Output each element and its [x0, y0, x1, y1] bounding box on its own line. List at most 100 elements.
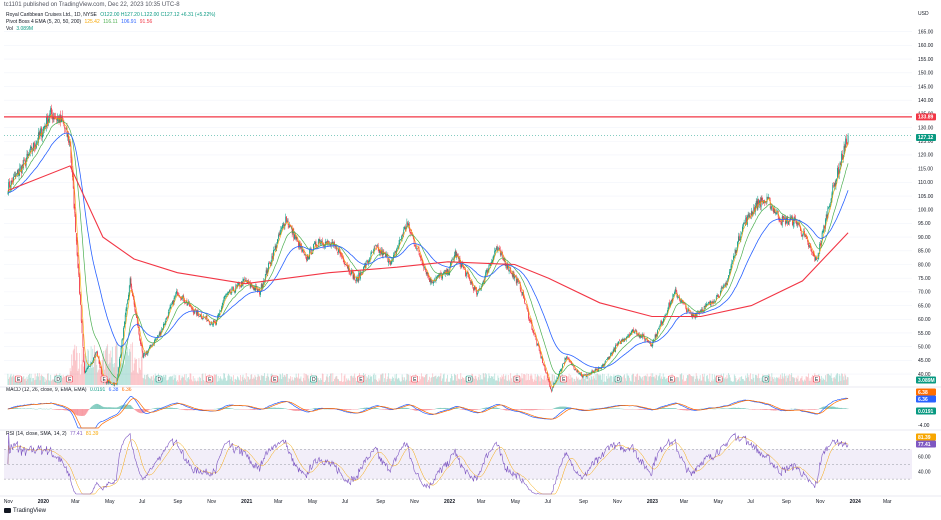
macd-histogram-bar [158, 407, 160, 409]
macd-histogram-bar [833, 406, 835, 409]
volume-bar [52, 379, 54, 385]
volume-bar [402, 377, 404, 385]
candle [814, 255, 816, 262]
macd-histogram-bar [752, 409, 754, 410]
volume-bar [580, 379, 581, 385]
ema5-line [7, 114, 849, 388]
candle [645, 338, 647, 340]
candle [229, 290, 230, 293]
volume-bar [533, 381, 534, 385]
volume-bar [606, 378, 608, 385]
macd-histogram-bar [113, 407, 115, 409]
candle [579, 373, 581, 375]
candle [424, 267, 425, 268]
volume-bar [437, 376, 438, 385]
volume-bar [237, 376, 238, 385]
macd-histogram-bar [385, 409, 387, 410]
macd-histogram-bar [727, 408, 729, 409]
volume-bar [404, 381, 406, 385]
candle [637, 334, 638, 336]
candle [801, 235, 803, 236]
volume-bar [97, 372, 98, 385]
macd-histogram-bar [149, 409, 150, 410]
volume-bar [645, 376, 647, 385]
volume-bar [248, 376, 249, 385]
volume-bar [475, 375, 477, 385]
volume-bar [788, 374, 790, 385]
volume-bar [674, 378, 676, 385]
volume-bar [611, 381, 613, 385]
macd-histogram-bar [273, 407, 274, 409]
volume-bar [73, 348, 75, 385]
macd-histogram-bar [94, 404, 96, 409]
macd-histogram-bar [741, 408, 743, 409]
page-title: tc1101 published on TradingView.com, Dec… [4, 2, 180, 8]
macd-histogram-bar [351, 409, 352, 410]
volume-bar [149, 378, 151, 385]
candle [321, 240, 323, 244]
candle [551, 387, 553, 391]
volume-bar [377, 381, 379, 385]
candle [53, 116, 55, 120]
candle [628, 335, 630, 337]
volume-bar [365, 379, 367, 385]
volume-bar [119, 364, 121, 385]
candle [808, 242, 809, 247]
macd-histogram-bar [814, 409, 816, 410]
macd-histogram-bar [23, 408, 25, 409]
volume-bar [397, 379, 398, 385]
candle [514, 276, 516, 279]
candle [80, 294, 81, 305]
macd-histogram-bar [564, 406, 566, 409]
macd-histogram-bar [374, 407, 376, 409]
macd-histogram-bar [229, 407, 230, 409]
volume-bar [705, 381, 707, 385]
candle [142, 351, 144, 358]
macd-histogram-bar [20, 408, 21, 409]
macd-histogram-bar [184, 409, 185, 411]
candle [645, 339, 646, 341]
volume-bar [448, 381, 450, 385]
macd-histogram-bar [646, 409, 648, 410]
candle [837, 167, 839, 175]
candle [702, 309, 703, 312]
volume-bar [157, 379, 159, 385]
candle [205, 315, 207, 318]
volume-bar [519, 379, 521, 385]
candle [542, 356, 543, 364]
volume-bar [444, 381, 446, 385]
volume-bar [77, 371, 79, 385]
volume-bar [135, 359, 137, 385]
volume-bar [258, 375, 260, 385]
volume-bar [539, 381, 541, 385]
volume-bar [634, 375, 636, 385]
candle [648, 340, 650, 343]
volume-bar [25, 380, 27, 385]
volume-bar [136, 372, 138, 385]
volume-bar [282, 373, 283, 385]
macd-histogram-bar [232, 408, 234, 409]
candle [580, 373, 581, 375]
macd-histogram-bar [664, 407, 666, 409]
volume-bar [449, 381, 451, 385]
macd-histogram-bar [226, 407, 228, 409]
macd-histogram-bar [148, 409, 150, 411]
volume-bar [660, 378, 662, 385]
candle [673, 294, 675, 295]
macd-histogram-bar [520, 409, 522, 410]
candle [328, 241, 330, 245]
candle [442, 274, 443, 279]
volume-bar [733, 381, 734, 385]
candle [184, 300, 185, 303]
volume-value: 3.089M [16, 26, 34, 32]
volume-bar [831, 377, 833, 385]
candle [65, 127, 67, 129]
macd-histogram-bar [687, 409, 689, 411]
candle [289, 225, 291, 227]
candle [700, 310, 702, 312]
candle [374, 246, 376, 248]
volume-bar [262, 376, 264, 385]
volume-bar [689, 374, 691, 385]
volume-bar [618, 381, 620, 385]
